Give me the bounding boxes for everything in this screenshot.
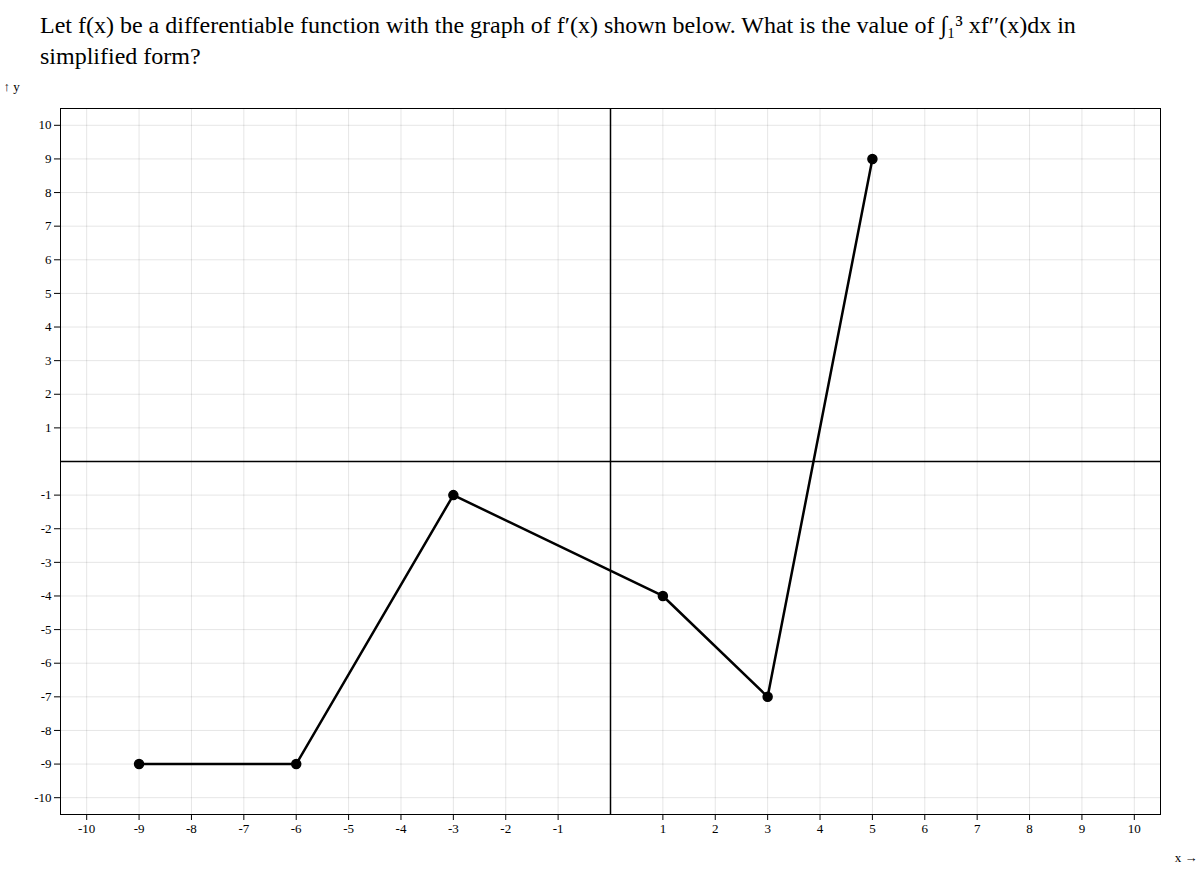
svg-text:-10: -10 — [78, 821, 95, 836]
svg-text:-8: -8 — [186, 821, 197, 836]
svg-text:-6: -6 — [41, 656, 52, 671]
svg-text:8: 8 — [45, 185, 52, 200]
svg-text:x →: x → — [1175, 850, 1198, 865]
svg-text:-3: -3 — [448, 821, 459, 836]
svg-text:6: 6 — [922, 821, 929, 836]
svg-text:3: 3 — [764, 821, 771, 836]
svg-text:1: 1 — [660, 821, 667, 836]
svg-text:5: 5 — [45, 286, 52, 301]
svg-text:-9: -9 — [41, 757, 52, 772]
svg-text:1: 1 — [45, 420, 52, 435]
svg-text:↑ y: ↑ y — [4, 79, 21, 94]
svg-text:-5: -5 — [41, 622, 52, 637]
html-text:Let f(x) be a differentiable f: Let f(x) be a differentiable function wi… — [40, 12, 1076, 70]
svg-text:2: 2 — [712, 821, 719, 836]
svg-text:-5: -5 — [343, 821, 354, 836]
svg-text:7: 7 — [45, 219, 52, 234]
svg-text:-1: -1 — [41, 488, 52, 503]
svg-text:-4: -4 — [41, 589, 52, 604]
svg-text:5: 5 — [869, 821, 876, 836]
svg-text:9: 9 — [45, 151, 52, 166]
svg-text:8: 8 — [1026, 821, 1033, 836]
svg-text:-8: -8 — [41, 723, 52, 738]
svg-text:-2: -2 — [41, 521, 52, 536]
svg-text:-7: -7 — [238, 821, 249, 836]
svg-text:-2: -2 — [500, 821, 511, 836]
svg-text:-3: -3 — [41, 555, 52, 570]
svg-text:3: 3 — [45, 353, 52, 368]
svg-text:-6: -6 — [291, 821, 302, 836]
svg-text:-9: -9 — [134, 821, 145, 836]
svg-text:2: 2 — [45, 387, 52, 402]
svg-text:9: 9 — [1079, 821, 1086, 836]
svg-text:-1: -1 — [553, 821, 564, 836]
svg-text:4: 4 — [45, 320, 52, 335]
svg-text:7: 7 — [974, 821, 981, 836]
svg-text:10: 10 — [1128, 821, 1141, 836]
svg-text:-4: -4 — [396, 821, 407, 836]
svg-text:-10: -10 — [34, 790, 51, 805]
svg-text:-7: -7 — [41, 689, 52, 704]
svg-text:10: 10 — [39, 118, 52, 133]
svg-text:4: 4 — [817, 821, 824, 836]
svg-text:6: 6 — [45, 252, 52, 267]
